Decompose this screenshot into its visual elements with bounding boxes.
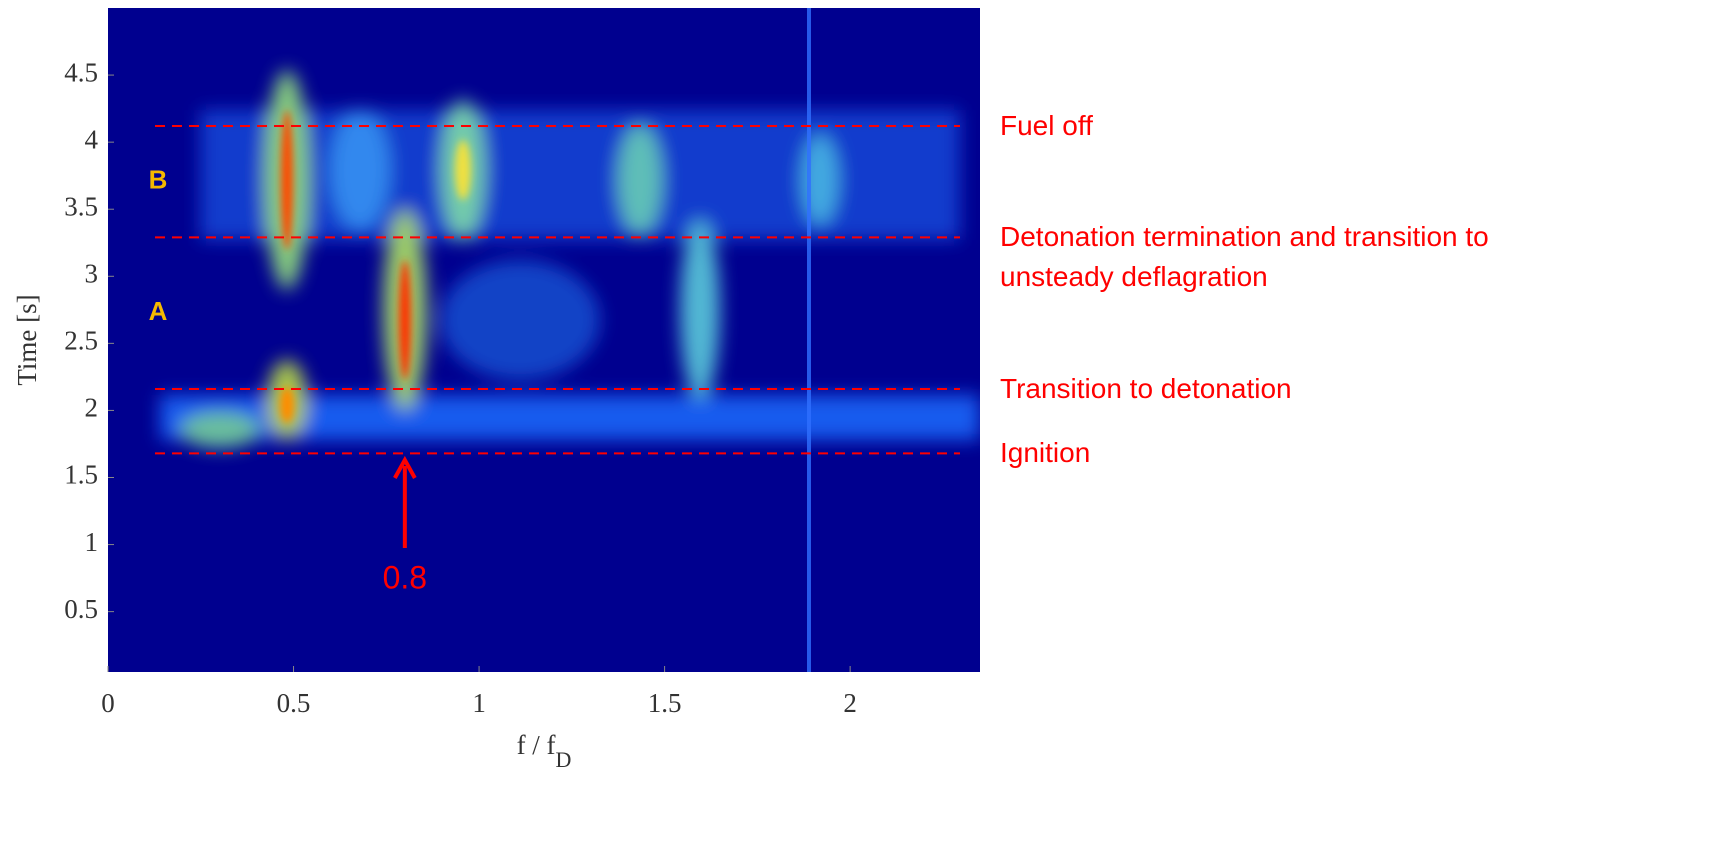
spectrogram <box>108 8 980 672</box>
y-tick-label: 1 <box>85 527 99 557</box>
y-tick-label: 1.5 <box>64 460 98 490</box>
y-tick-label: 4.5 <box>64 57 98 87</box>
x-tick-label: 2 <box>843 688 857 718</box>
event-label: Ignition <box>1000 437 1091 469</box>
x-axis-title-subscript: D <box>556 747 572 772</box>
region-label: A <box>149 296 168 326</box>
y-axis-title: Time [s] <box>12 294 42 385</box>
region-label: B <box>149 165 168 195</box>
x-tick-label: 1 <box>472 688 486 718</box>
y-tick-label: 3 <box>85 258 99 288</box>
y-tick-label: 2 <box>85 393 99 423</box>
y-tick-label: 4 <box>85 124 99 154</box>
event-label: Fuel off <box>1000 110 1093 142</box>
x-axis-title-main: f / f <box>517 730 556 760</box>
y-tick-label: 0.5 <box>64 594 98 624</box>
x-tick-label: 0.5 <box>277 688 311 718</box>
y-tick-label: 3.5 <box>64 191 98 221</box>
x-tick-label: 1.5 <box>648 688 682 718</box>
event-label: Transition to detonation <box>1000 372 1292 404</box>
y-tick-label: 2.5 <box>64 326 98 356</box>
arrow-label: 0.8 <box>383 559 427 595</box>
event-label: Detonation termination and transition to… <box>1000 221 1489 293</box>
x-axis-title: f / fD <box>517 730 572 772</box>
arrow-head <box>393 455 417 479</box>
x-tick-label: 0 <box>101 688 115 718</box>
